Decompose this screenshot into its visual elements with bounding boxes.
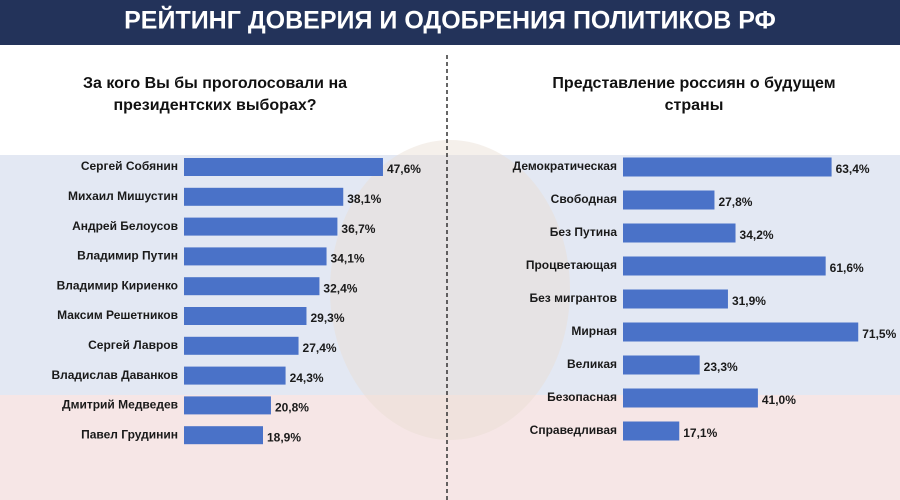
category-label: Справедливая	[530, 423, 617, 437]
value-label: 18,9%	[267, 430, 301, 444]
bar	[184, 396, 271, 415]
value-label: 36,7%	[341, 222, 375, 236]
category-label: Процветающая	[526, 258, 617, 272]
value-label: 38,1%	[347, 192, 381, 206]
emblem	[330, 140, 570, 440]
chart-title: страны	[665, 97, 724, 114]
bar	[184, 277, 320, 296]
bar	[623, 157, 832, 177]
category-label: Великая	[567, 357, 617, 371]
category-label: Михаил Мишустин	[68, 189, 178, 203]
category-label: Мирная	[571, 324, 617, 338]
category-label: Владислав Даванков	[51, 368, 178, 382]
category-label: Павел Грудинин	[81, 427, 178, 441]
bar	[623, 322, 859, 342]
category-label: Владимир Кириенко	[57, 278, 178, 292]
header-title: РЕЙТИНГ ДОВЕРИЯ И ОДОБРЕНИЯ ПОЛИТИКОВ РФ	[124, 5, 776, 35]
bar	[623, 355, 700, 375]
flag-red	[0, 395, 900, 500]
category-label: Без мигрантов	[529, 291, 617, 305]
chart-title: За кого Вы бы проголосовали на	[83, 75, 347, 92]
value-label: 27,4%	[303, 341, 337, 355]
category-label: Владимир Путин	[77, 249, 178, 263]
value-label: 32,4%	[323, 281, 357, 295]
bar	[623, 388, 758, 408]
bar	[184, 217, 338, 236]
category-label: Безопасная	[547, 390, 617, 404]
bar	[623, 421, 680, 441]
value-label: 29,3%	[310, 311, 344, 325]
value-label: 27,8%	[718, 195, 752, 209]
category-label: Максим Решетников	[57, 308, 178, 322]
category-label: Свободная	[551, 192, 617, 206]
category-label: Сергей Лавров	[88, 338, 178, 352]
value-label: 41,0%	[762, 393, 796, 407]
category-label: Андрей Белоусов	[72, 219, 178, 233]
category-label: Дмитрий Медведев	[62, 398, 178, 412]
category-label: Без Путина	[550, 225, 618, 239]
bar	[184, 187, 344, 206]
value-label: 63,4%	[836, 162, 870, 176]
bar	[184, 366, 286, 385]
chart-title: президентских выборах?	[113, 97, 316, 114]
value-label: 34,1%	[331, 252, 365, 266]
bar	[184, 158, 383, 176]
bar	[623, 190, 715, 210]
category-label: Демократическая	[513, 159, 617, 173]
value-label: 23,3%	[704, 360, 738, 374]
value-label: 31,9%	[732, 294, 766, 308]
bar	[623, 223, 736, 243]
bar	[184, 307, 307, 325]
bar	[184, 336, 299, 355]
value-label: 24,3%	[290, 371, 324, 385]
value-label: 20,8%	[275, 401, 309, 415]
value-label: 34,2%	[740, 228, 774, 242]
value-label: 47,6%	[387, 162, 421, 176]
header-bar	[0, 0, 900, 45]
bar	[623, 289, 728, 309]
bar	[623, 256, 826, 276]
chart-title: Представление россиян о будущем	[552, 75, 835, 92]
category-label: Сергей Собянин	[81, 159, 178, 173]
value-label: 61,6%	[830, 261, 864, 275]
value-label: 17,1%	[683, 426, 717, 440]
bar	[184, 247, 327, 266]
value-label: 71,5%	[862, 327, 896, 341]
bar	[184, 426, 264, 445]
